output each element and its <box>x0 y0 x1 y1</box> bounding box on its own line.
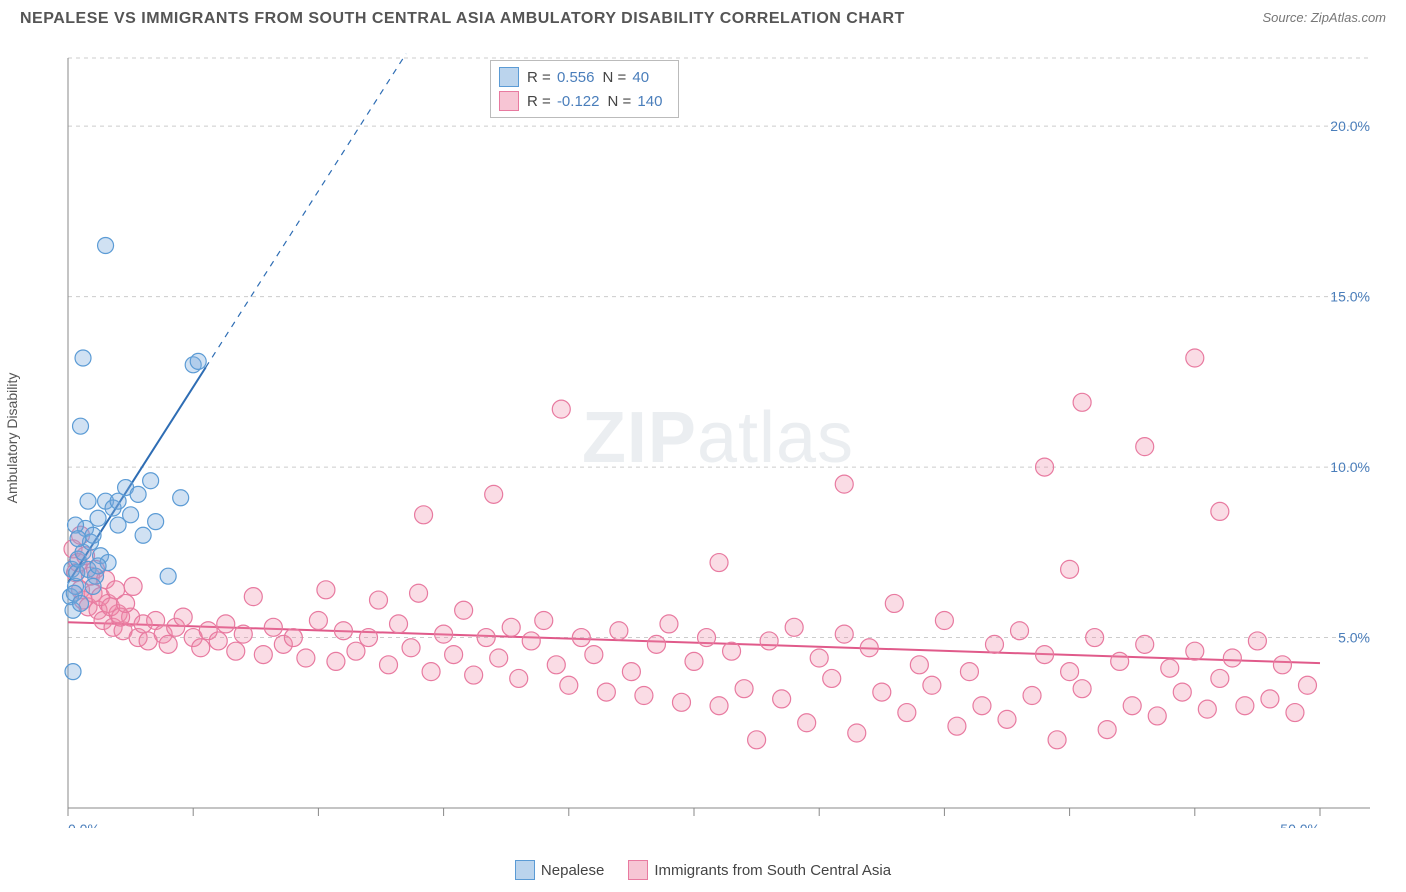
svg-text:50.0%: 50.0% <box>1280 821 1320 828</box>
stats-text: R = -0.122N = 140 <box>527 93 670 110</box>
svg-text:0.0%: 0.0% <box>68 821 100 828</box>
bottom-legend: Nepalese Immigrants from South Central As… <box>0 860 1406 880</box>
stats-row: R = -0.122N = 140 <box>499 89 670 113</box>
legend-swatch <box>628 860 648 880</box>
svg-text:10.0%: 10.0% <box>1330 459 1370 475</box>
stats-text: R = 0.556N = 40 <box>527 69 657 86</box>
plot-area: Ambulatory Disability 5.0%10.0%15.0%20.0… <box>50 48 1386 828</box>
scatter-plot: 5.0% 10.0% 15.0% 20.0% 0.0% 50.0% <box>50 48 1386 828</box>
source-label: Source: ZipAtlas.com <box>1262 10 1386 25</box>
legend-item: Nepalese <box>515 860 604 880</box>
series-swatch <box>499 67 519 87</box>
legend-swatch <box>515 860 535 880</box>
y-axis-label: Ambulatory Disability <box>4 373 20 504</box>
svg-text:5.0%: 5.0% <box>1338 630 1370 646</box>
title-bar: NEPALESE VS IMMIGRANTS FROM SOUTH CENTRA… <box>0 0 1406 28</box>
series-swatch <box>499 91 519 111</box>
legend-item: Immigrants from South Central Asia <box>628 860 891 880</box>
legend-label: Immigrants from South Central Asia <box>654 862 891 879</box>
legend-label: Nepalese <box>541 862 604 879</box>
svg-text:20.0%: 20.0% <box>1330 118 1370 134</box>
chart-title: NEPALESE VS IMMIGRANTS FROM SOUTH CENTRA… <box>20 10 905 28</box>
svg-text:15.0%: 15.0% <box>1330 289 1370 305</box>
stats-row: R = 0.556N = 40 <box>499 65 670 89</box>
stats-legend-box: R = 0.556N = 40 R = -0.122N = 140 <box>490 60 679 118</box>
